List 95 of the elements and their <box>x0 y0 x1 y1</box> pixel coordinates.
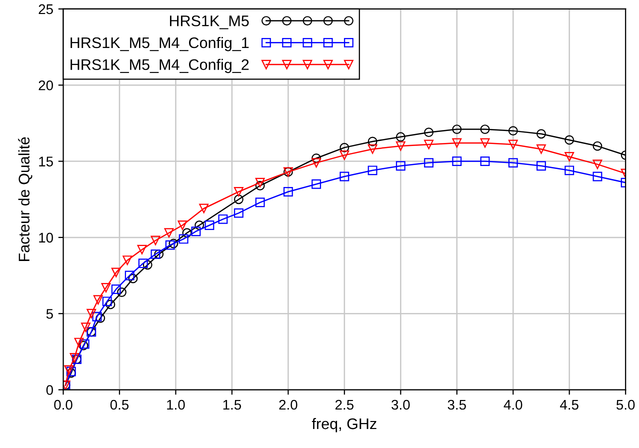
point <box>74 338 84 348</box>
point <box>191 226 201 236</box>
point <box>86 308 96 318</box>
y-tick-label: 5 <box>46 309 53 319</box>
point <box>194 220 204 230</box>
point <box>178 220 188 230</box>
point <box>508 140 518 150</box>
point <box>452 156 462 166</box>
point <box>218 214 228 224</box>
x-tick-label: 2.0 <box>279 400 298 410</box>
point <box>536 144 546 154</box>
point <box>150 236 160 246</box>
point <box>234 194 244 204</box>
point <box>111 268 121 278</box>
x-tick-label: 0.5 <box>110 400 129 410</box>
point <box>368 136 378 146</box>
point <box>508 158 518 168</box>
point <box>199 204 209 214</box>
point <box>150 249 160 259</box>
point <box>564 135 574 145</box>
point <box>396 161 406 171</box>
point <box>312 154 322 163</box>
point <box>101 282 111 292</box>
point <box>480 156 490 166</box>
point <box>592 160 602 170</box>
point <box>536 161 546 171</box>
point <box>102 296 112 306</box>
y-axis-title: Facteur de Qualité <box>18 137 32 261</box>
point <box>117 288 126 297</box>
point <box>168 238 178 248</box>
point <box>312 158 322 168</box>
point <box>255 198 265 208</box>
point <box>536 129 546 139</box>
point <box>138 258 148 268</box>
point <box>122 256 132 266</box>
x-tick-label: 3.0 <box>392 400 410 410</box>
y-tick-label: 20 <box>38 80 53 90</box>
y-tick-label: 25 <box>38 4 53 14</box>
x-axis-title: freq, GHz <box>312 418 376 432</box>
point <box>234 208 244 218</box>
point <box>424 128 434 138</box>
point <box>564 152 574 162</box>
point <box>312 179 322 189</box>
y-tick-label: 0 <box>46 385 53 395</box>
point <box>592 172 602 182</box>
point <box>234 187 244 196</box>
point <box>340 172 350 182</box>
point <box>283 187 293 196</box>
point <box>137 244 147 254</box>
point <box>70 353 80 362</box>
point <box>178 234 188 244</box>
point <box>255 178 265 188</box>
point <box>164 228 174 238</box>
point <box>396 141 406 151</box>
point <box>424 158 434 168</box>
x-tick-label: 3.5 <box>448 400 466 410</box>
point <box>340 150 350 160</box>
x-tick-label: 1.5 <box>223 400 242 410</box>
legend-label: HRS1K_M5_M4_Config_1 <box>70 36 249 52</box>
x-tick-label: 4.0 <box>504 400 522 410</box>
x-tick-label: 1.0 <box>167 400 185 410</box>
point <box>142 260 152 270</box>
point <box>96 313 106 323</box>
point <box>508 126 518 136</box>
x-tick-label: 5.0 <box>616 400 635 410</box>
point <box>92 312 102 322</box>
point <box>165 240 175 250</box>
x-tick-label: 2.5 <box>335 400 354 410</box>
point <box>111 284 121 294</box>
point <box>81 322 90 332</box>
point <box>564 166 574 176</box>
point <box>182 228 192 238</box>
point <box>396 132 406 142</box>
x-tick-label: 0.0 <box>54 400 72 410</box>
y-tick-label: 15 <box>39 156 53 166</box>
point <box>592 141 602 151</box>
point <box>255 180 265 190</box>
point <box>128 274 138 284</box>
point <box>480 124 490 134</box>
point <box>340 142 350 152</box>
point <box>480 138 490 148</box>
point <box>368 166 378 176</box>
point <box>204 220 214 230</box>
x-tick-label: 4.5 <box>560 400 578 410</box>
point <box>424 140 434 150</box>
point <box>154 249 164 259</box>
legend-label: HRS1K_M5_M4_Config_2 <box>70 58 249 74</box>
point <box>452 138 462 148</box>
y-tick-label: 10 <box>39 232 53 243</box>
point <box>106 300 116 310</box>
legend-label: HRS1K_M5 <box>170 15 249 30</box>
point <box>93 295 103 305</box>
point <box>452 124 462 134</box>
point <box>124 270 134 280</box>
point <box>368 144 378 154</box>
